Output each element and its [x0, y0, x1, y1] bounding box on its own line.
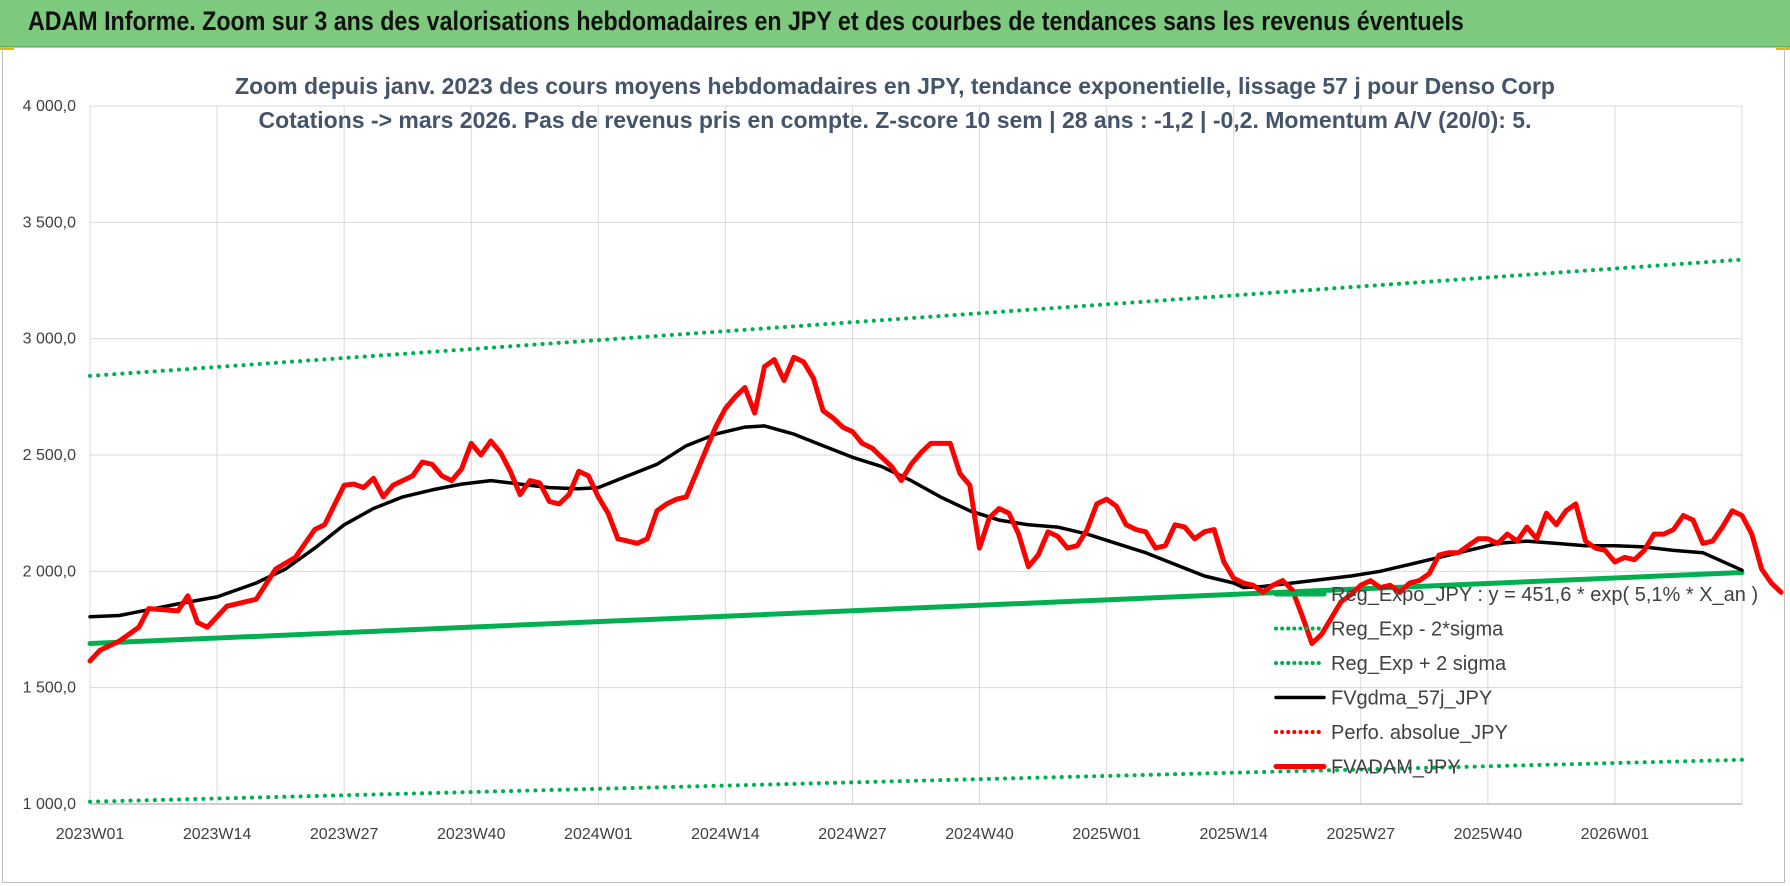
series-line-reg-exp-2-sigma — [88, 257, 1744, 378]
x-tick-label: 2024W01 — [564, 826, 633, 843]
series-line-reg-exp-2-sigma — [88, 757, 1744, 804]
y-tick-label: 2 500,0 — [23, 447, 76, 464]
series-line-fvadam-jpy — [87, 354, 1784, 664]
x-tick-label: 2025W40 — [1454, 826, 1523, 843]
legend-label: Reg_Exp - 2*sigma — [1331, 619, 1504, 641]
chart-title-line-2: Cotations -> mars 2026. Pas de revenus p… — [258, 107, 1531, 133]
x-tick-label: 2026W01 — [1581, 826, 1650, 843]
x-tick-label: 2024W27 — [818, 826, 887, 843]
chart-title-line-1: Zoom depuis janv. 2023 des cours moyens … — [235, 73, 1555, 99]
legend-label: FVgdma_57j_JPY — [1331, 688, 1492, 710]
y-tick-label: 4 000,0 — [23, 98, 76, 115]
y-tick-label: 3 000,0 — [23, 331, 76, 348]
chart-frame — [2, 47, 1785, 883]
report-header: ADAM Informe. Zoom sur 3 ans des valoris… — [0, 0, 1790, 47]
corner-mark-right — [1776, 47, 1790, 50]
x-tick-label: 2023W14 — [183, 826, 252, 843]
grid — [89, 105, 1743, 805]
x-tick-label: 2024W14 — [691, 826, 760, 843]
x-tick-label: 2023W27 — [310, 826, 379, 843]
x-tick-label: 2025W27 — [1327, 826, 1396, 843]
legend-label: Perfo. absolue_JPY — [1331, 722, 1508, 744]
y-tick-label: 2 000,0 — [23, 563, 76, 580]
y-tick-label: 1 500,0 — [23, 680, 76, 697]
series-group — [87, 257, 1784, 804]
corner-mark-left — [0, 47, 14, 50]
report-title: ADAM Informe. Zoom sur 3 ans des valoris… — [28, 6, 1464, 36]
y-tick-label: 3 500,0 — [23, 214, 76, 231]
legend: Reg_Expo_JPY : y = 451,6 * exp( 5,1% * X… — [1273, 584, 1758, 779]
y-tick-label: 1 000,0 — [23, 796, 76, 813]
x-tick-label: 2024W40 — [945, 826, 1014, 843]
legend-label: Reg_Exp + 2 sigma — [1331, 653, 1507, 675]
series-line-reg-expo-jpy — [87, 570, 1745, 646]
legend-label: FVADAM_JPY — [1331, 757, 1461, 779]
legend-label: Reg_Expo_JPY : y = 451,6 * exp( 5,1% * X… — [1331, 584, 1758, 606]
x-tick-label: 2023W01 — [56, 826, 125, 843]
x-tick-label: 2025W14 — [1199, 826, 1268, 843]
x-tick-label: 2025W01 — [1072, 826, 1141, 843]
axes: 1 000,0 1 500,0 2 000,0 2 500,0 3 000,0 3 500… — [23, 98, 1742, 843]
x-tick-label: 2023W40 — [437, 826, 506, 843]
